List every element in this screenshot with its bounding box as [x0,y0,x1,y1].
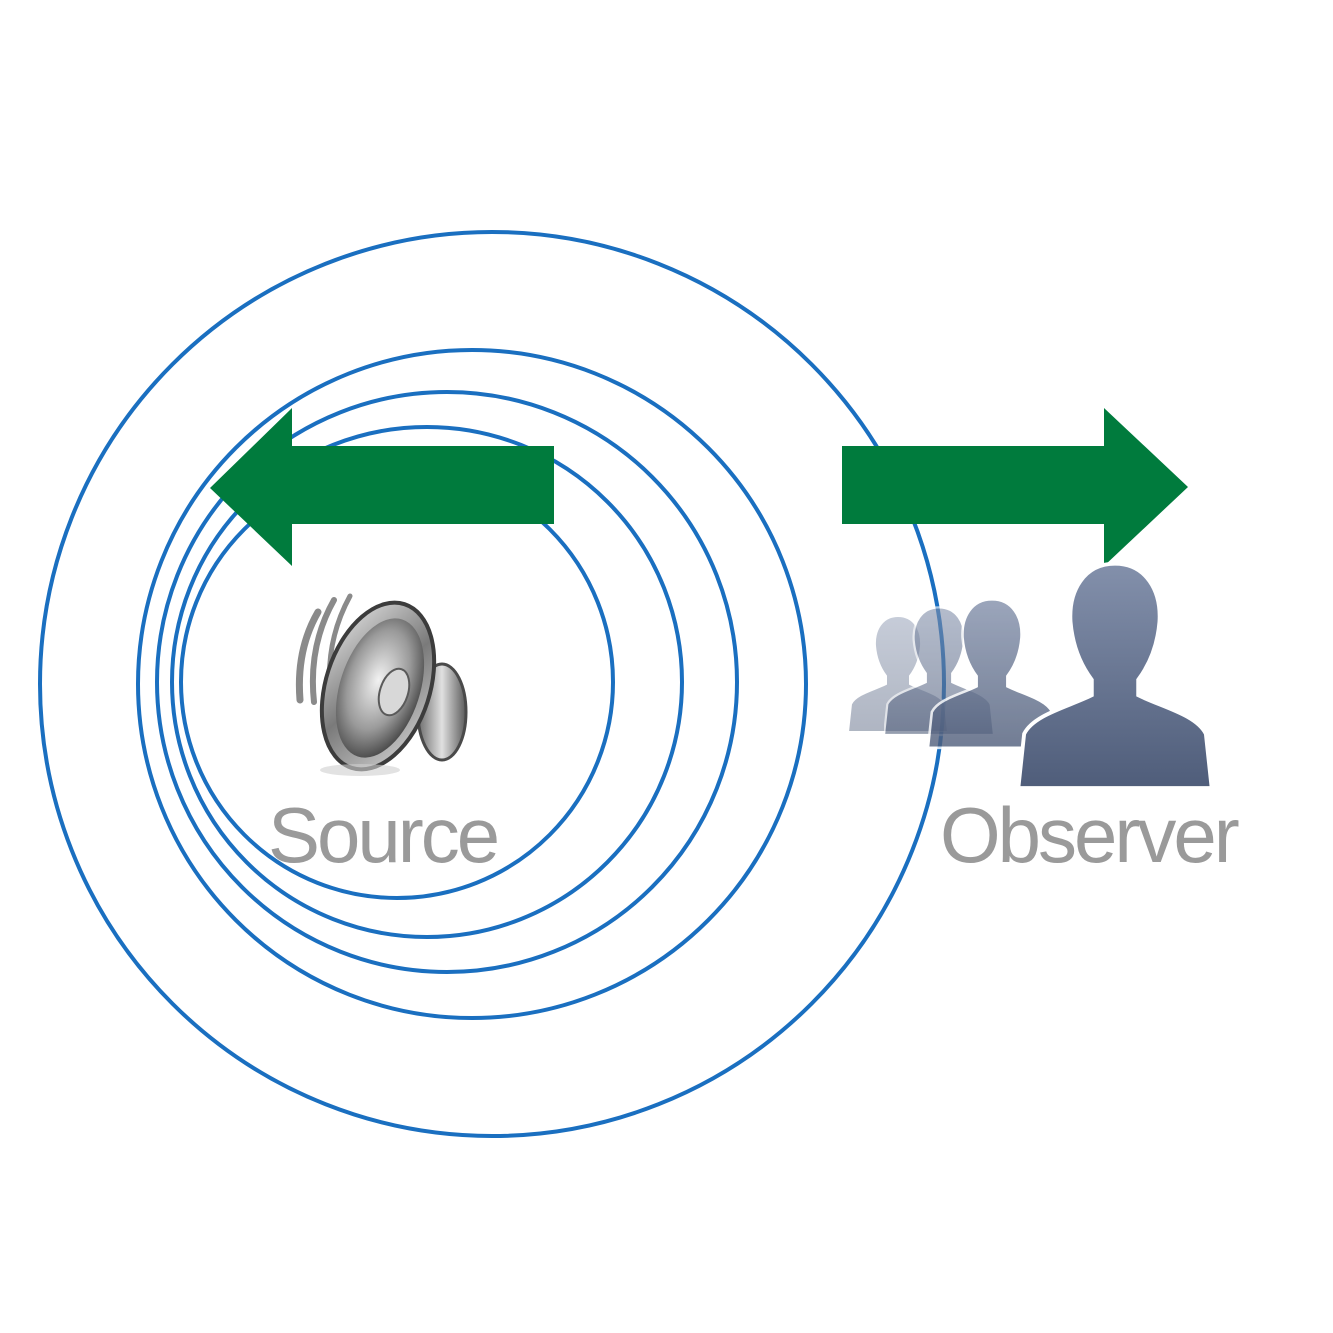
people-group-icon [848,564,1212,788]
wavefront-group [38,230,946,1138]
source-label: Source [268,791,497,879]
person-icon-front [1018,564,1211,788]
wavefront-ring-2 [170,425,684,939]
source-motion-arrow [210,408,554,566]
wavefront-ring-4 [136,348,808,1020]
wavefront-ring-3 [155,390,739,974]
observer-motion-arrow [842,408,1188,566]
wavefront-ring-5 [38,230,946,1138]
observer-label: Observer [940,791,1239,879]
speaker-icon [295,593,468,776]
